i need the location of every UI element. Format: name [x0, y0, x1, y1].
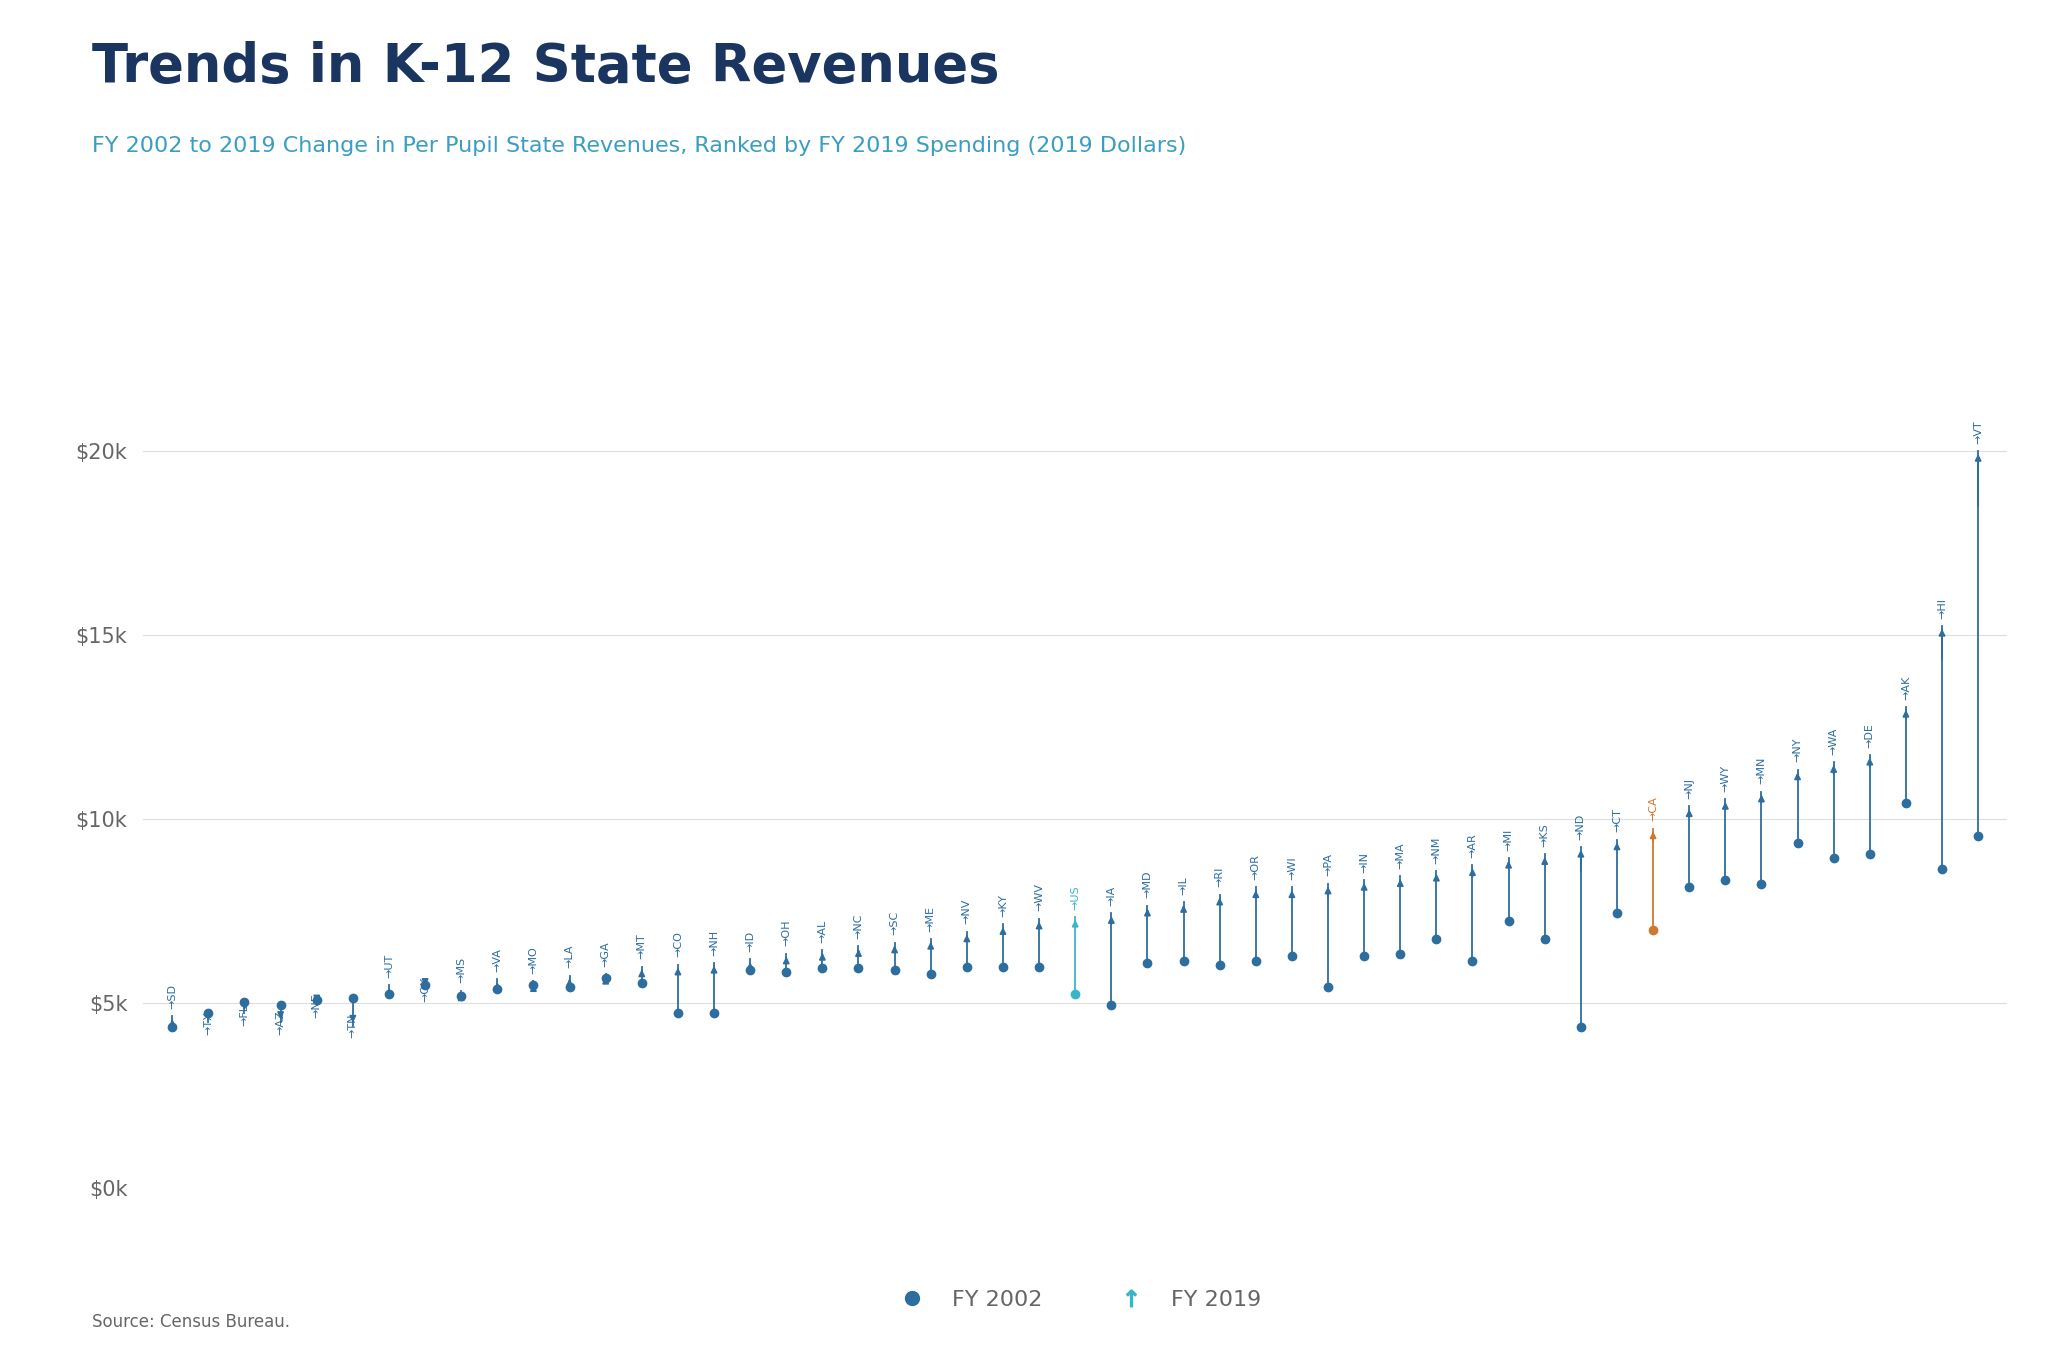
Text: →IL: →IL [1178, 876, 1188, 895]
Text: →VT: →VT [1972, 420, 1982, 444]
Text: →MN: →MN [1757, 758, 1767, 785]
Text: →ME: →ME [926, 905, 936, 932]
Text: FY 2002 to 2019 Change in Per Pupil State Revenues, Ranked by FY 2019 Spending (: FY 2002 to 2019 Change in Per Pupil Stat… [92, 136, 1186, 157]
Text: →RI: →RI [1214, 867, 1225, 887]
Text: →MO: →MO [528, 946, 539, 975]
Text: →WI: →WI [1286, 856, 1296, 880]
Text: →PA: →PA [1323, 853, 1333, 876]
Text: →WV: →WV [1034, 883, 1044, 912]
Text: →US: →US [1071, 885, 1079, 909]
Text: →ID: →ID [745, 931, 756, 951]
Text: →IA: →IA [1106, 886, 1116, 906]
Text: →LA: →LA [565, 945, 575, 968]
Text: →TN: →TN [348, 1014, 358, 1039]
Text: →WA: →WA [1829, 728, 1839, 755]
Text: →MS: →MS [457, 957, 467, 983]
Text: →IN: →IN [1360, 852, 1370, 872]
Text: →ND: →ND [1575, 814, 1585, 839]
Text: →AZ: →AZ [276, 1010, 285, 1035]
Text: →VA: →VA [492, 949, 502, 972]
Text: →HI: →HI [1937, 598, 1948, 618]
Text: →CA: →CA [1649, 796, 1659, 822]
Text: →SD: →SD [168, 984, 178, 1009]
Text: →NJ: →NJ [1683, 778, 1694, 799]
Text: →OH: →OH [780, 920, 791, 946]
Text: →NH: →NH [709, 930, 719, 955]
Text: →UT: →UT [383, 953, 393, 977]
Text: →FL: →FL [240, 1003, 250, 1025]
Text: →MT: →MT [637, 934, 647, 960]
Text: →CT: →CT [1612, 808, 1622, 833]
Text: →NM: →NM [1432, 837, 1442, 864]
Text: →MD: →MD [1143, 871, 1153, 898]
Text: →OK: →OK [420, 976, 430, 1002]
Text: →NC: →NC [854, 913, 864, 939]
Text: Trends in K-12 State Revenues: Trends in K-12 State Revenues [92, 41, 999, 93]
Text: Source: Census Bureau.: Source: Census Bureau. [92, 1313, 291, 1331]
Text: →AK: →AK [1901, 676, 1911, 700]
Text: →NE: →NE [311, 994, 322, 1018]
Text: →NY: →NY [1792, 737, 1802, 762]
Text: →GA: →GA [600, 940, 610, 966]
Text: →AR: →AR [1468, 833, 1477, 859]
Text: →MI: →MI [1503, 829, 1513, 850]
Text: →KY: →KY [997, 894, 1008, 917]
Text: →CO: →CO [674, 931, 682, 957]
Text: →WY: →WY [1720, 764, 1731, 792]
Text: →TX: →TX [203, 1011, 213, 1035]
Text: →KS: →KS [1540, 823, 1550, 846]
Text: →MA: →MA [1395, 842, 1405, 870]
Text: →OR: →OR [1251, 854, 1262, 880]
Legend: FY 2002, FY 2019: FY 2002, FY 2019 [881, 1282, 1270, 1319]
Text: →AL: →AL [817, 920, 827, 943]
Text: →SC: →SC [889, 910, 899, 935]
Text: →DE: →DE [1866, 722, 1874, 748]
Text: →NV: →NV [963, 900, 973, 924]
